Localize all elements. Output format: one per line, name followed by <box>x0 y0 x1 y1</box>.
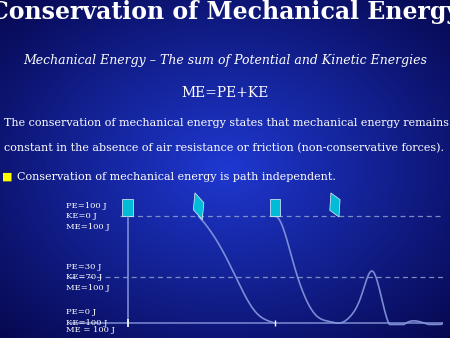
Text: Mechanical Energy – The sum of Potential and Kinetic Energies: Mechanical Energy – The sum of Potential… <box>23 54 427 67</box>
Text: ME = 100 J: ME = 100 J <box>66 326 115 334</box>
Text: KE=70 J: KE=70 J <box>66 273 102 282</box>
Polygon shape <box>194 193 204 220</box>
Text: ME=PE+KE: ME=PE+KE <box>181 86 269 100</box>
Text: The conservation of mechanical energy states that mechanical energy remains: The conservation of mechanical energy st… <box>4 118 450 128</box>
Text: ME=100 J: ME=100 J <box>66 223 110 231</box>
Text: constant in the absence of air resistance or friction (non-conservative forces).: constant in the absence of air resistanc… <box>4 143 445 154</box>
Text: PE=100 J: PE=100 J <box>66 202 107 210</box>
Text: PE=30 J: PE=30 J <box>66 263 101 271</box>
Polygon shape <box>330 193 340 217</box>
Text: KE=0 J: KE=0 J <box>66 212 97 220</box>
Text: ■: ■ <box>2 172 13 182</box>
Text: Conservation of Mechanical Energy: Conservation of Mechanical Energy <box>0 0 450 24</box>
Text: Conservation of mechanical energy is path independent.: Conservation of mechanical energy is pat… <box>17 172 336 182</box>
Polygon shape <box>270 199 280 216</box>
Text: PE=0 J: PE=0 J <box>66 308 96 316</box>
Polygon shape <box>122 199 133 216</box>
Text: KE=100 J: KE=100 J <box>66 319 108 327</box>
Text: ME=100 J: ME=100 J <box>66 284 110 292</box>
